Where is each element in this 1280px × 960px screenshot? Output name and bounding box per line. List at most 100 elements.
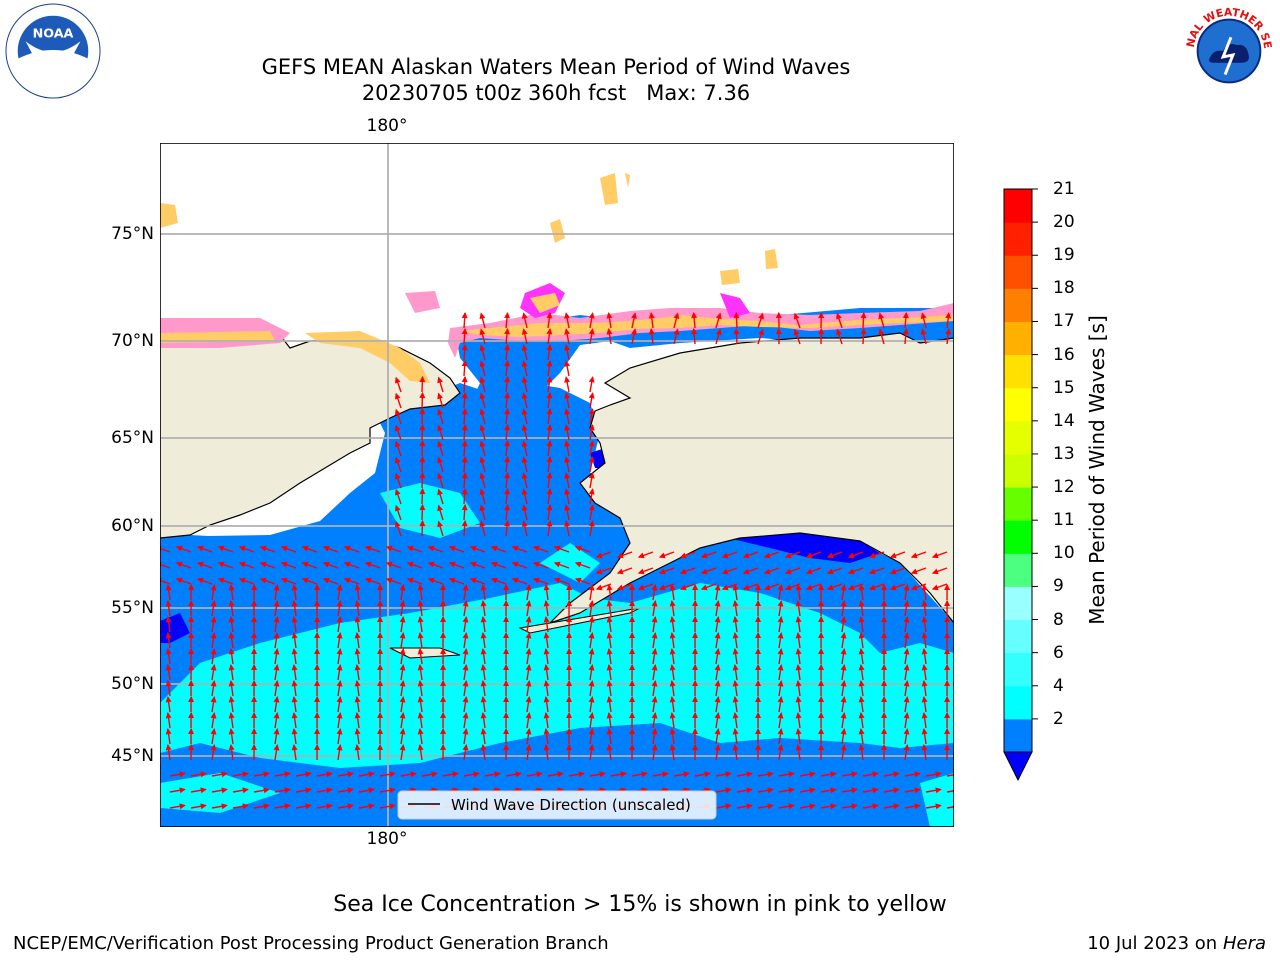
wind-wave-arrowhead: [564, 392, 571, 399]
wind-wave-arrowhead: [755, 727, 762, 735]
wind-wave-arrowhead: [721, 552, 729, 559]
wind-wave-arrowhead: [793, 328, 800, 336]
wind-wave-arrowhead: [566, 615, 573, 623]
wind-wave-arrowhead: [921, 600, 928, 607]
wind-wave-arrowhead: [503, 599, 510, 607]
wind-wave-arrowhead: [847, 552, 855, 559]
wind-wave-arrowhead: [818, 695, 825, 703]
wind-wave-arrowhead: [903, 696, 910, 703]
colorbar-tick-label: 10: [1053, 543, 1075, 564]
wind-wave-arrow: [160, 579, 171, 585]
wind-wave-arrowhead: [629, 743, 636, 751]
wind-wave-arrowhead: [840, 648, 847, 655]
wind-wave-arrowhead: [273, 616, 280, 623]
wind-wave-arrowhead: [354, 712, 361, 719]
wind-wave-arrowhead: [419, 423, 426, 431]
wind-wave-arrowhead: [795, 696, 802, 703]
wind-wave-arrowhead: [692, 743, 699, 751]
wind-wave-arrowhead: [631, 328, 637, 335]
wind-wave-arrowhead: [354, 728, 361, 735]
wind-wave-arrowhead: [314, 583, 321, 591]
wind-wave-arrowhead: [935, 787, 942, 794]
wind-wave-arrowhead: [742, 568, 750, 575]
wind-wave-arrowhead: [469, 561, 477, 568]
wind-wave-arrowhead: [564, 344, 571, 351]
wind-wave-arrowhead: [818, 727, 825, 735]
colorbar-tick-label: 16: [1053, 344, 1075, 365]
wind-wave-arrowhead: [394, 472, 401, 480]
wind-wave-arrowhead: [860, 311, 867, 319]
wind-wave-arrowhead: [259, 545, 267, 552]
wind-wave-arrowhead: [620, 771, 627, 778]
wind-wave-arrowhead: [755, 695, 762, 703]
wind-wave-arrowhead: [305, 803, 312, 810]
wind-wave-arrowhead: [732, 744, 739, 751]
wind-wave-arrowhead: [872, 771, 879, 778]
colorbar-tick-label: 18: [1053, 278, 1075, 299]
wind-wave-arrowhead: [755, 647, 762, 655]
colorbar-band: [1004, 718, 1032, 753]
wind-wave-arrowhead: [521, 312, 528, 319]
wind-wave-arrowhead: [881, 711, 888, 719]
wind-wave-arrowhead: [588, 616, 595, 623]
wind-wave-arrowhead: [788, 787, 795, 794]
wind-wave-arrowhead: [305, 787, 312, 794]
wind-wave-arrowhead: [818, 743, 825, 751]
wind-wave-arrowhead: [228, 648, 235, 655]
wind-wave-arrowhead: [805, 584, 813, 591]
wind-wave-arrowhead: [732, 632, 739, 639]
wind-wave-arrowhead: [221, 787, 228, 794]
wind-wave-arrowhead: [410, 771, 417, 778]
wind-wave-arrowhead: [228, 616, 235, 623]
wind-wave-arrowhead: [291, 648, 298, 655]
wind-wave-arrowhead: [588, 504, 595, 511]
wind-wave-arrowhead: [910, 568, 918, 575]
lat-label-65: 65°N: [111, 428, 154, 448]
colorbar-tick-label: 8: [1053, 609, 1064, 630]
colorbar-tick-label: 6: [1053, 642, 1064, 663]
wind-wave-arrowhead: [777, 600, 784, 607]
footer-host: Hera: [1222, 933, 1266, 954]
wind-wave-arrowhead: [377, 695, 384, 703]
map-plot-area: Wind Wave Direction (unscaled): [160, 143, 954, 827]
lat-label-60: 60°N: [111, 516, 154, 536]
colorbar-tick-label: 20: [1053, 212, 1075, 233]
wind-wave-arrowhead: [273, 648, 280, 655]
wind-wave-arrowhead: [595, 584, 603, 591]
wind-wave-arrowhead: [521, 488, 528, 495]
wind-wave-arrowhead: [196, 577, 204, 584]
wind-wave-arrowhead: [336, 744, 343, 751]
colorbar-band: [1004, 487, 1032, 521]
wind-wave-arrowhead: [479, 408, 486, 416]
wind-wave-arrowhead: [354, 680, 361, 687]
wind-wave-arrowhead: [238, 561, 246, 568]
wind-wave-arrowhead: [777, 712, 784, 719]
wind-wave-arrowhead: [651, 664, 658, 671]
wind-wave-arrowhead: [394, 408, 401, 416]
wind-wave-arrowhead: [588, 600, 595, 607]
wind-wave-arrowhead: [588, 648, 595, 655]
wind-wave-arrowhead: [725, 787, 732, 794]
wind-wave-arrowhead: [903, 632, 910, 639]
wind-wave-arrowhead: [733, 311, 740, 319]
wind-wave-arrowhead: [188, 615, 195, 623]
wind-wave-arrowhead: [448, 577, 456, 584]
wind-wave-arrowhead: [417, 680, 424, 687]
wind-wave-arrowhead: [504, 503, 511, 511]
wind-wave-arrowhead: [543, 680, 550, 687]
wind-wave-arrowhead: [616, 552, 624, 559]
wind-wave-arrowhead: [715, 312, 722, 320]
wind-wave-arrowhead: [188, 583, 195, 591]
wind-wave-arrowhead: [503, 727, 510, 735]
wind-wave-arrowhead: [480, 584, 487, 591]
wind-wave-arrowhead: [417, 648, 424, 655]
wind-wave-arrowhead: [805, 552, 813, 559]
wind-wave-arrowhead: [631, 312, 637, 319]
wind-wave-arrowhead: [389, 771, 396, 778]
wind-wave-arrowhead: [700, 552, 708, 559]
wind-wave-arrowhead: [196, 561, 204, 568]
wind-wave-arrowhead: [715, 328, 722, 336]
wind-wave-arrowhead: [251, 727, 258, 735]
wind-wave-arrowhead: [273, 632, 280, 639]
wind-wave-arrowhead: [763, 568, 771, 575]
